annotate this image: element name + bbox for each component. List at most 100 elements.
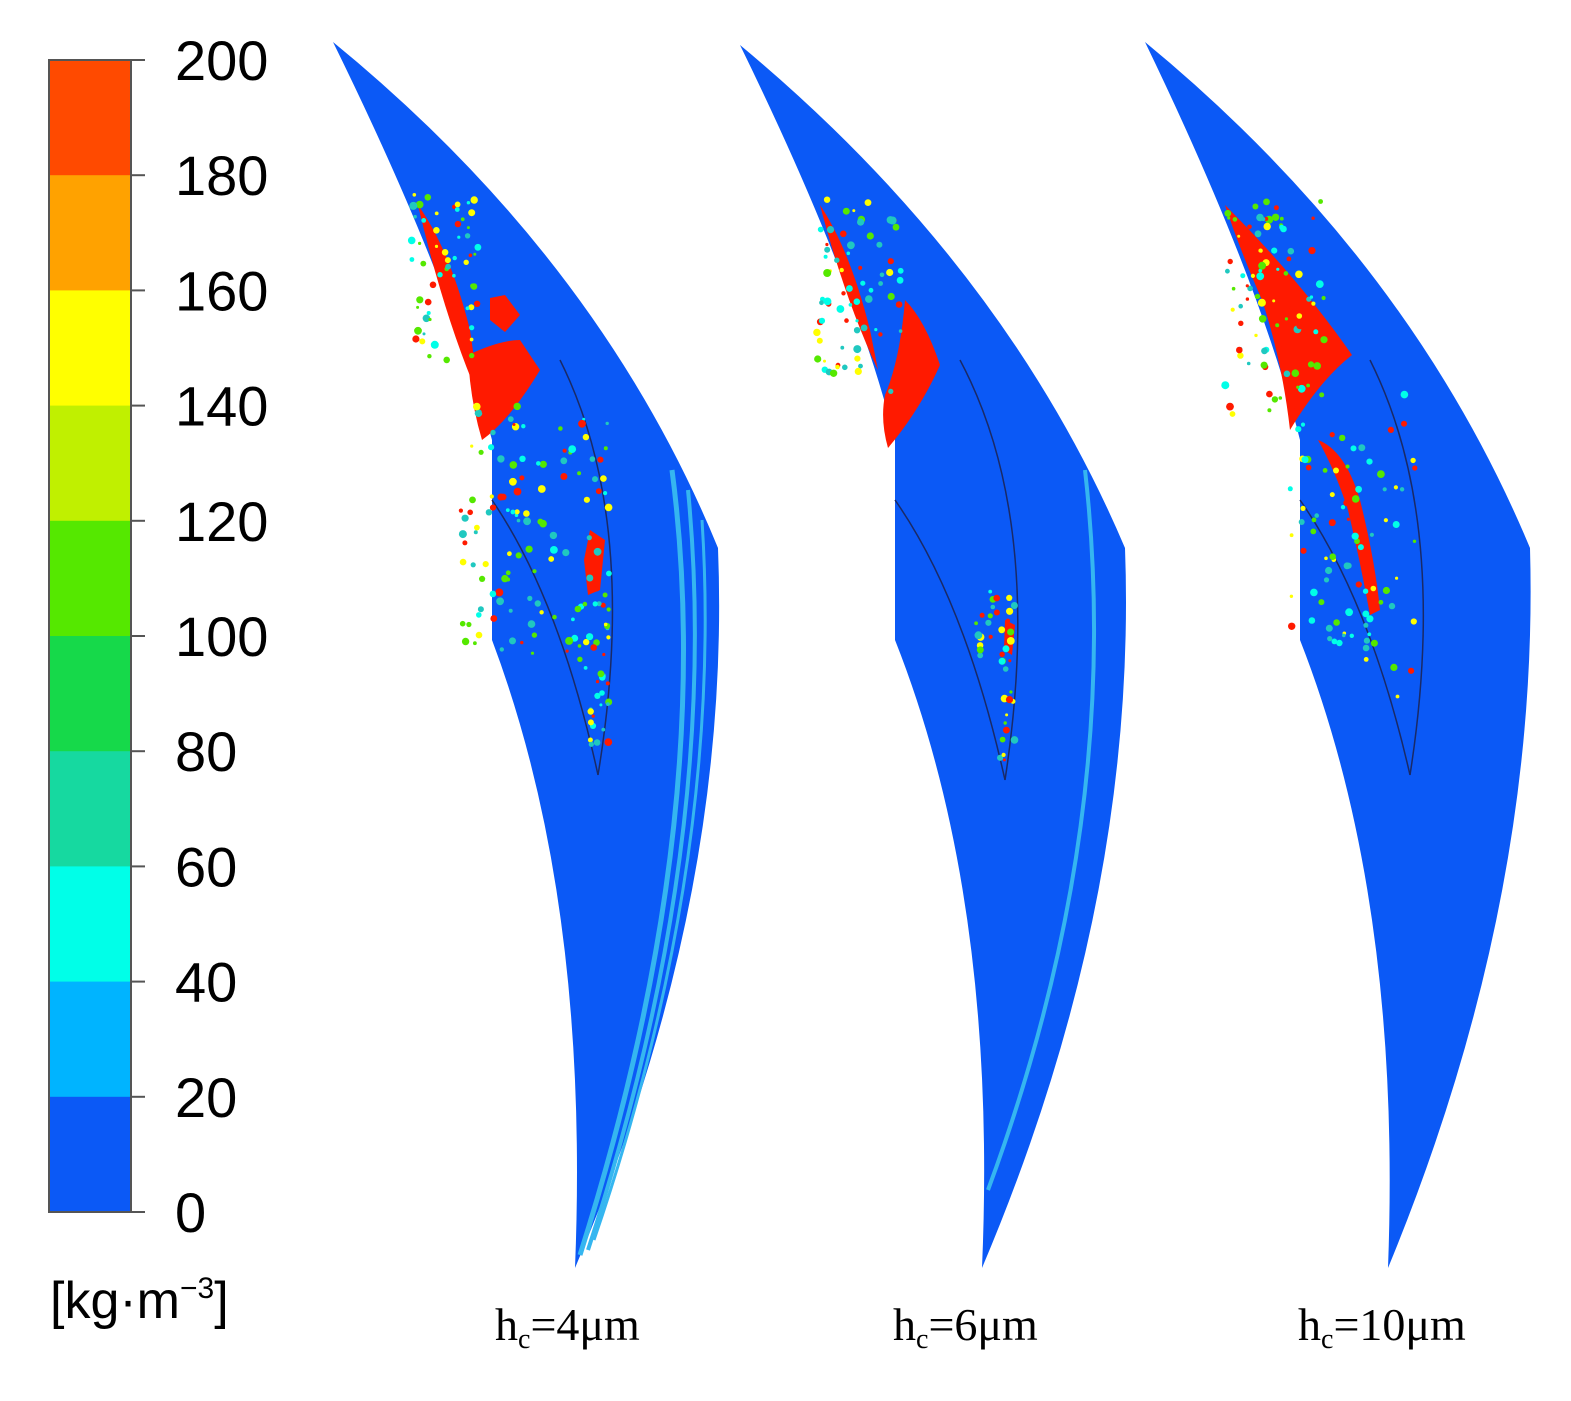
colorbar-band-60-80 — [49, 751, 131, 867]
density-speckle — [1296, 385, 1300, 389]
density-speckle — [600, 602, 606, 608]
density-speckle — [469, 352, 475, 359]
density-speckle — [592, 601, 598, 607]
density-speckle — [855, 319, 859, 323]
density-speckle — [977, 652, 984, 659]
density-speckle — [816, 337, 823, 344]
colorbar-tick-label-180: 180 — [175, 144, 268, 207]
density-speckle — [470, 444, 474, 448]
density-speckle — [1231, 286, 1236, 291]
edge-streak-2 — [586, 489, 697, 1251]
density-speckle — [818, 317, 826, 324]
density-speckle — [445, 263, 451, 270]
density-speckle — [858, 265, 863, 270]
density-speckle — [497, 455, 505, 463]
density-speckle — [454, 207, 460, 212]
density-speckle — [823, 297, 832, 306]
density-speckle — [1301, 456, 1309, 464]
density-speckle — [513, 402, 521, 411]
density-speckle — [1342, 633, 1346, 638]
density-speckle — [1264, 216, 1269, 221]
edge-streaks — [986, 469, 1097, 1191]
density-speckle — [590, 644, 597, 651]
density-speckle — [505, 570, 511, 576]
density-speckle — [886, 268, 894, 277]
density-speckle — [1298, 519, 1305, 525]
blade-passage-shape — [740, 45, 1126, 1268]
density-speckle — [582, 433, 590, 441]
density-speckle — [853, 345, 862, 354]
density-speckle — [519, 475, 525, 481]
density-speckle — [1362, 644, 1370, 652]
density-speckle — [515, 552, 522, 559]
density-speckle — [506, 577, 511, 582]
density-speckle — [593, 547, 602, 556]
density-speckle — [474, 524, 480, 531]
density-speckle — [433, 227, 440, 234]
speckles — [583, 601, 613, 747]
density-speckle — [895, 301, 903, 308]
density-speckle — [974, 631, 983, 640]
density-speckle — [1221, 381, 1230, 390]
density-speckle — [476, 612, 482, 618]
colorbar-tick-label-0: 0 — [175, 1181, 206, 1244]
density-speckle — [596, 601, 602, 607]
density-speckle — [1319, 392, 1325, 398]
density-speckle — [868, 287, 874, 293]
density-speckle — [473, 402, 481, 411]
density-speckle — [537, 485, 546, 493]
density-speckle — [1246, 361, 1251, 366]
density-speckle — [1377, 470, 1385, 478]
density-speckle — [571, 617, 575, 622]
density-speckle — [482, 561, 489, 568]
density-speckle — [1333, 467, 1339, 474]
density-speckle — [552, 614, 557, 620]
density-speckle — [1254, 230, 1262, 238]
density-speckle — [1003, 721, 1007, 725]
density-speckle — [1345, 562, 1352, 569]
density-speckle — [416, 296, 424, 304]
density-speckle — [852, 209, 856, 213]
density-speckle — [1237, 234, 1241, 238]
density-speckle — [1232, 217, 1238, 222]
density-speckle — [604, 503, 613, 512]
density-speckle — [1370, 585, 1377, 592]
density-speckle — [974, 621, 978, 626]
density-speckle — [424, 194, 432, 201]
density-speckle — [854, 367, 862, 375]
density-speckle — [454, 220, 462, 228]
density-speckle — [603, 622, 608, 627]
density-speckle — [1302, 395, 1307, 400]
density-speckle — [586, 574, 594, 582]
density-speckle — [846, 251, 851, 256]
density-speckle — [599, 690, 605, 696]
colorbar-band-120-140 — [49, 405, 131, 522]
density-speckle — [605, 421, 609, 426]
colorbar-tick-label-140: 140 — [175, 375, 268, 438]
colorbar-unit-label: [kg·m−3] — [50, 1272, 229, 1330]
density-speckle — [1283, 271, 1289, 276]
density-speckle — [606, 702, 610, 706]
colorbar-tick-label-160: 160 — [175, 259, 268, 322]
density-speckle — [560, 473, 568, 480]
density-speckle — [1383, 518, 1388, 523]
density-speckle — [577, 644, 582, 648]
unit-prefix: [kg·m — [50, 1272, 180, 1330]
density-speckle — [985, 619, 992, 626]
density-speckle — [1254, 333, 1258, 338]
density-speckle — [1306, 383, 1310, 388]
density-speckle — [473, 252, 477, 256]
density-speckle — [490, 429, 496, 436]
density-speckle — [1257, 252, 1262, 257]
panel-label-hc-10um: hc=10μm — [1298, 1299, 1466, 1355]
density-speckle — [434, 244, 439, 248]
density-speckle — [1300, 422, 1306, 427]
density-speckle — [1370, 639, 1378, 647]
density-speckle — [591, 714, 595, 718]
density-speckle — [562, 448, 567, 453]
density-speckle — [549, 531, 558, 540]
density-speckle — [485, 509, 493, 516]
density-speckle — [1240, 273, 1246, 279]
density-speckle — [456, 318, 462, 325]
panel-label-hc-6um: hc=6μm — [893, 1299, 1038, 1355]
